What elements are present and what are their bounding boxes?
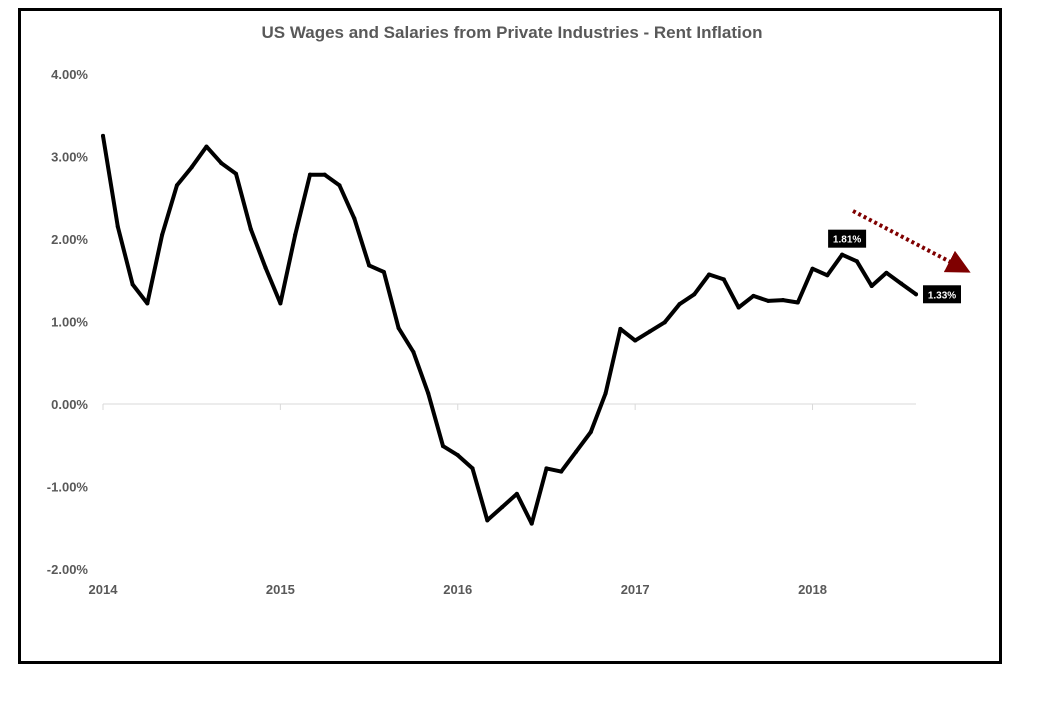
data-point [840, 252, 845, 257]
y-tick-label: 4.00% [51, 67, 88, 82]
y-tick-label: 3.00% [51, 150, 88, 165]
data-point [751, 293, 756, 298]
data-point [278, 301, 283, 306]
data-point [337, 183, 342, 188]
data-point [455, 453, 460, 458]
data-point [322, 172, 327, 177]
series-points [101, 133, 918, 526]
data-point [677, 302, 682, 307]
data-point [721, 277, 726, 282]
y-tick-label: 0.00% [51, 397, 88, 412]
data-point [869, 284, 874, 289]
data-point [529, 521, 534, 526]
data-point [396, 326, 401, 331]
y-axis: 4.00% 3.00% 2.00% 1.00% 0.00% -1.00% -2.00% [47, 67, 89, 577]
data-point [470, 466, 475, 471]
y-tick-label: 2.00% [51, 232, 88, 247]
data-point [160, 232, 165, 237]
y-tick-label: -1.00% [47, 480, 89, 495]
data-point [411, 350, 416, 355]
data-label-box [923, 285, 961, 304]
data-label-box [828, 229, 867, 248]
data-point [692, 292, 697, 297]
data-point [263, 265, 268, 270]
data-label: 1.81% [833, 235, 861, 246]
x-tick-label: 2014 [89, 582, 119, 597]
data-point [736, 305, 741, 310]
data-point [825, 273, 830, 278]
x-tick-label: 2018 [798, 582, 827, 597]
data-point [293, 232, 298, 237]
data-point [234, 171, 239, 176]
data-point [899, 281, 904, 286]
data-point [707, 272, 712, 277]
data-label: 1.33% [928, 290, 956, 301]
data-point [485, 518, 490, 523]
data-point [426, 391, 431, 396]
data-point [500, 505, 505, 510]
data-point [662, 320, 667, 325]
y-tick-label: -2.00% [47, 562, 89, 577]
x-tick-label: 2016 [443, 582, 472, 597]
data-point [618, 326, 623, 331]
data-point [588, 430, 593, 435]
data-point [574, 449, 579, 454]
data-point [766, 298, 771, 303]
x-tick-label: 2015 [266, 582, 295, 597]
data-point [367, 263, 372, 268]
data-point [248, 227, 253, 232]
data-point [101, 133, 105, 138]
data-point [810, 266, 815, 271]
data-point [544, 466, 549, 471]
data-labels: 1.81% 1.33% [828, 229, 961, 304]
data-point [780, 298, 785, 303]
data-point [633, 338, 638, 343]
data-point [352, 216, 357, 221]
data-point [884, 270, 889, 275]
data-point [559, 469, 564, 474]
chart-title: US Wages and Salaries from Private Indus… [262, 23, 763, 42]
data-point [381, 270, 386, 274]
chart-frame [18, 8, 1002, 664]
data-point [603, 391, 608, 396]
x-axis: 2014 2015 2016 2017 2018 [89, 403, 916, 597]
x-tick-label: 2017 [621, 582, 650, 597]
data-point [440, 444, 445, 449]
data-point [174, 183, 179, 188]
data-point [914, 292, 918, 297]
data-point [189, 165, 194, 170]
series-line-rent-inflation [101, 133, 918, 526]
data-point [219, 161, 224, 166]
y-tick-label: 1.00% [51, 315, 88, 330]
data-point [647, 329, 652, 334]
data-point [854, 259, 859, 264]
data-point [514, 491, 519, 496]
data-point [795, 300, 800, 305]
data-point [204, 144, 209, 149]
trend-arrow-icon [852, 209, 971, 273]
data-point [307, 172, 312, 177]
data-point [145, 301, 150, 306]
data-point [115, 224, 120, 229]
data-point [130, 282, 135, 287]
